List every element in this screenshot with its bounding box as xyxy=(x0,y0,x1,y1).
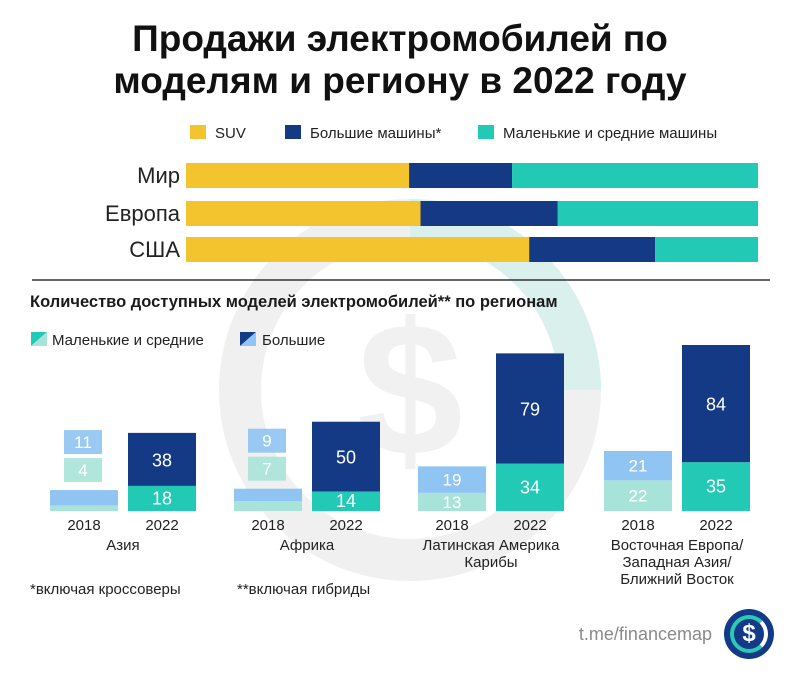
legend2-label-small: Маленькие и средние xyxy=(52,332,204,349)
year-label-3-0: 2018 xyxy=(621,517,654,534)
value-small-1-1: 14 xyxy=(336,491,356,511)
bar-large-0-1 xyxy=(128,432,196,486)
bar-small-3-0 xyxy=(604,480,672,511)
value-large-0-1: 38 xyxy=(152,450,172,470)
legend2-label-large: Большие xyxy=(262,332,325,349)
bar-small-1-1 xyxy=(312,491,380,511)
group-label-2-0: Латинская Америка xyxy=(422,537,560,554)
row-label-1: Европа xyxy=(105,201,181,226)
group-label-2-1: Карибы xyxy=(464,554,517,571)
legend-swatch-0 xyxy=(190,125,206,139)
legend2-swatch-small-b xyxy=(31,332,47,346)
bar-small-0-0 xyxy=(50,505,118,511)
label-box-small-1 xyxy=(248,456,286,481)
bar-segment-2-0 xyxy=(186,237,530,262)
legend-swatch-2 xyxy=(478,125,494,139)
footnote-crossovers: *включая кроссоверы xyxy=(30,581,181,598)
footnote-hybrids: **включая гибриды xyxy=(237,581,371,598)
bar-segment-1-0 xyxy=(186,201,421,226)
row-label-2: США xyxy=(129,237,180,262)
chart2-title: Количество доступных моделей электромоби… xyxy=(30,293,558,311)
bar-segment-2-2 xyxy=(655,237,758,262)
bar-large-1-1 xyxy=(312,421,380,492)
label-box-large-0 xyxy=(64,430,102,455)
group-label-3-2: Ближний Восток xyxy=(620,571,734,588)
legend-label-0: SUV xyxy=(215,125,246,142)
value-large-1-0: 9 xyxy=(262,432,271,451)
brand-link[interactable]: t.me/financemap $ xyxy=(579,606,774,662)
value-small-3-1: 35 xyxy=(706,477,726,497)
year-label-3-1: 2022 xyxy=(699,517,732,534)
group-label-3-0: Восточная Европа/ xyxy=(611,537,744,554)
year-label-1-0: 2018 xyxy=(251,517,284,534)
year-label-2-1: 2022 xyxy=(513,517,546,534)
bar-segment-2-1 xyxy=(529,237,656,262)
value-small-1-0: 7 xyxy=(262,460,271,479)
label-box-small-0 xyxy=(64,458,102,483)
value-large-2-0: 19 xyxy=(443,471,462,490)
year-label-0-0: 2018 xyxy=(67,517,100,534)
value-small-0-0: 4 xyxy=(78,461,87,480)
value-small-2-0: 13 xyxy=(443,493,462,512)
bar-small-3-1 xyxy=(682,462,750,511)
bar-small-2-1 xyxy=(496,463,564,511)
value-small-3-0: 22 xyxy=(629,487,648,506)
legend-swatch-1 xyxy=(285,125,301,139)
value-large-0-0: 11 xyxy=(74,433,92,452)
bar-segment-1-1 xyxy=(420,201,558,226)
group-label-3-1: Западная Азия/ xyxy=(622,554,732,571)
bar-small-2-0 xyxy=(418,492,486,511)
title-line-2: моделям и региону в 2022 году xyxy=(113,60,687,101)
bar-large-2-1 xyxy=(496,353,564,464)
bar-large-0-0 xyxy=(50,490,118,506)
row-label-0: Мир xyxy=(137,163,180,188)
bar-small-1-0 xyxy=(234,501,302,511)
legend2-swatch-large-b xyxy=(240,332,256,346)
year-label-1-1: 2022 xyxy=(329,517,362,534)
value-small-0-1: 18 xyxy=(152,488,172,508)
dollar-icon: $ xyxy=(724,609,774,659)
label-box-large-1 xyxy=(248,428,286,453)
brand-text: t.me/financemap xyxy=(578,623,712,644)
bar-segment-0-2 xyxy=(512,163,758,188)
value-large-2-1: 79 xyxy=(520,399,540,419)
group-label-0-0: Азия xyxy=(106,537,139,554)
bar-segment-0-1 xyxy=(409,163,513,188)
bar-large-3-1 xyxy=(682,345,750,463)
title-line-1: Продажи электромобилей по xyxy=(132,18,668,59)
bar-large-2-0 xyxy=(418,466,486,493)
value-small-2-1: 34 xyxy=(520,477,540,497)
bar-small-0-1 xyxy=(128,485,196,511)
year-label-0-1: 2022 xyxy=(145,517,178,534)
legend-label-1: Большие машины* xyxy=(310,125,441,142)
value-large-1-1: 50 xyxy=(336,448,356,468)
legend-label-2: Маленькие и средние машины xyxy=(503,125,717,142)
page-title: Продажи электромобилей по моделям и реги… xyxy=(0,18,800,102)
bar-segment-0-0 xyxy=(186,163,410,188)
bar-segment-1-2 xyxy=(557,201,758,226)
value-large-3-0: 21 xyxy=(629,457,648,476)
bar-large-3-0 xyxy=(604,451,672,481)
bar-large-1-0 xyxy=(234,488,302,502)
year-label-2-0: 2018 xyxy=(435,517,468,534)
group-label-1-0: Африка xyxy=(280,537,335,554)
value-large-3-1: 84 xyxy=(706,395,726,415)
